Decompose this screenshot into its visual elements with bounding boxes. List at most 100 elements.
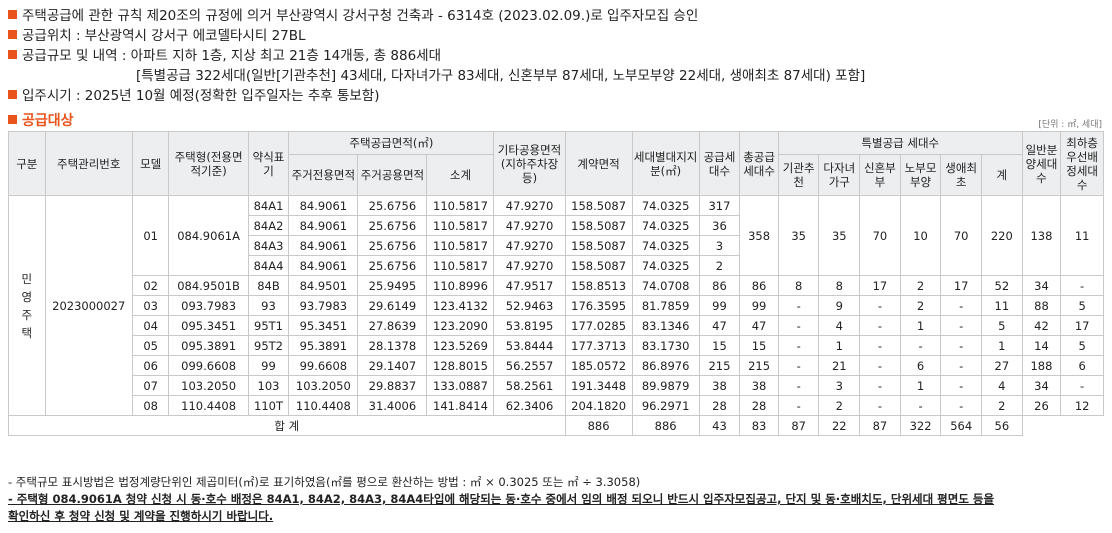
- other-cell: 47.9270: [493, 255, 566, 276]
- multi-child-cell: 4: [818, 315, 861, 336]
- header-multi-child: 다자녀가구: [818, 154, 861, 196]
- supply-cell: 36: [698, 215, 741, 236]
- sum-cell: 1: [980, 335, 1023, 356]
- priority-cell: -: [1060, 375, 1104, 396]
- subtotal-cell: 133.0887: [426, 375, 495, 396]
- org-cell: 8: [777, 275, 820, 296]
- manage-no-cell: 2023000027: [44, 195, 133, 416]
- land-cell: 83.1730: [631, 335, 700, 356]
- exclusive-cell: 84.9061: [288, 235, 359, 256]
- general-cell: 138: [1021, 195, 1062, 276]
- general-cell: 34: [1021, 375, 1062, 396]
- contract-cell: 191.3448: [564, 375, 633, 396]
- header-newlywed: 신혼부부: [859, 154, 901, 196]
- multi-child-cell: 3: [818, 375, 861, 396]
- header-manage-no: 주택관리번호: [44, 131, 133, 196]
- supply-cell: 47: [698, 315, 741, 336]
- common-cell: 31.4006: [357, 395, 428, 416]
- contract-cell: 158.8513: [564, 275, 633, 296]
- land-cell: 74.0325: [631, 195, 700, 216]
- priority-cell: 12: [1060, 395, 1104, 416]
- sum-cell: 5: [980, 315, 1023, 336]
- priority-cell: 6: [1060, 355, 1104, 376]
- general-cell: 88: [1021, 295, 1062, 316]
- common-cell: 29.1407: [357, 355, 428, 376]
- newlywed-cell: -: [859, 315, 901, 336]
- table-row: 03 093.7983 93 93.7983 29.6149 123.4132 …: [9, 295, 1104, 316]
- totals-org: 43: [698, 415, 741, 436]
- totals-newlywed: 87: [777, 415, 820, 436]
- abbr-cell: 95T2: [247, 335, 290, 356]
- exclusive-cell: 95.3891: [288, 335, 359, 356]
- table-row: 07 103.2050 103 103.2050 29.8837 133.088…: [9, 375, 1104, 396]
- model-cell: 04: [131, 315, 170, 336]
- multi-child-cell: 35: [818, 195, 861, 276]
- totals-multi-child: 83: [739, 415, 779, 436]
- abbr-cell: 93: [247, 295, 290, 316]
- header-supply-units: 공급세대수: [698, 131, 741, 196]
- first-time-cell: -: [940, 335, 982, 356]
- newlywed-cell: -: [859, 395, 901, 416]
- header-land: 세대별대지지분(㎡): [631, 131, 700, 196]
- totals-first-time: 87: [859, 415, 901, 436]
- exclusive-cell: 84.9501: [288, 275, 359, 296]
- abbr-cell: 84B: [247, 275, 290, 296]
- elderly-cell: 2: [899, 275, 942, 296]
- org-cell: -: [777, 355, 820, 376]
- abbr-cell: 99: [247, 355, 290, 376]
- bullet-square-icon: [8, 10, 17, 19]
- subtotal-cell: 110.5817: [426, 195, 495, 216]
- elderly-cell: -: [899, 395, 942, 416]
- totals-general: 564: [940, 415, 982, 436]
- info-scale: 공급규모 및 내역 : 아파트 지하 1층, 지상 최고 21층 14개동, 총…: [8, 46, 1108, 66]
- supply-cell: 15: [698, 335, 741, 356]
- totals-elderly: 22: [818, 415, 861, 436]
- land-cell: 74.0325: [631, 215, 700, 236]
- header-other-common: 기타공용면적(지하주차장등): [493, 131, 566, 196]
- subtotal-cell: 110.5817: [426, 255, 495, 276]
- common-cell: 29.8837: [357, 375, 428, 396]
- footnotes: - 주택규모 표시방법은 법정계량단위인 제곱미터(㎡)로 표기하였음(㎡를 평…: [8, 474, 994, 525]
- exclusive-cell: 84.9061: [288, 255, 359, 276]
- other-cell: 47.9270: [493, 235, 566, 256]
- model-cell: 05: [131, 335, 170, 356]
- header-first-time: 생애최초: [940, 154, 982, 196]
- model-cell: 03: [131, 295, 170, 316]
- bullet-square-icon: [8, 50, 17, 59]
- model-cell: 01: [131, 195, 170, 276]
- totals-supply: 886: [564, 415, 633, 436]
- elderly-cell: -: [899, 335, 942, 356]
- housing-type-cell: 084.9501B: [168, 275, 249, 296]
- contract-cell: 158.5087: [564, 195, 633, 216]
- totals-label: 합 계: [8, 415, 566, 436]
- first-time-cell: -: [940, 375, 982, 396]
- supply-info: 주택공급에 관한 규칙 제20조의 규정에 의거 부산광역시 강서구청 건축과 …: [8, 6, 1108, 106]
- totals-row: 합 계 886 886 43 83 87 22 87 322 564 56: [8, 415, 1104, 436]
- header-contract-area: 계약면적: [564, 131, 633, 196]
- supply-cell: 3: [698, 235, 741, 256]
- general-cell: 14: [1021, 335, 1062, 356]
- total-cell: 215: [739, 355, 779, 376]
- exclusive-cell: 93.7983: [288, 295, 359, 316]
- info-location: 공급위치 : 부산광역시 강서구 에코델타시티 27BL: [8, 26, 1108, 46]
- org-cell: -: [777, 395, 820, 416]
- priority-cell: 5: [1060, 335, 1104, 356]
- supply-cell: 215: [698, 355, 741, 376]
- table-row: 08 110.4408 110T 110.4408 31.4006 141.84…: [9, 395, 1104, 416]
- total-cell: 38: [739, 375, 779, 396]
- multi-child-cell: 1: [818, 335, 861, 356]
- general-cell: 188: [1021, 355, 1062, 376]
- contract-cell: 204.1820: [564, 395, 633, 416]
- priority-cell: -: [1060, 275, 1104, 296]
- general-cell: 34: [1021, 275, 1062, 296]
- newlywed-cell: -: [859, 355, 901, 376]
- subtotal-cell: 123.5269: [426, 335, 495, 356]
- header-model: 모델: [131, 131, 170, 196]
- header-gubun: 구분: [8, 131, 46, 196]
- header-housing-type: 주택형(전용면적기준): [168, 131, 249, 196]
- first-time-cell: -: [940, 355, 982, 376]
- gubun-char: 민: [21, 271, 33, 286]
- priority-cell: 5: [1060, 295, 1104, 316]
- header-general: 일반분양세대수: [1021, 131, 1062, 196]
- elderly-cell: 1: [899, 375, 942, 396]
